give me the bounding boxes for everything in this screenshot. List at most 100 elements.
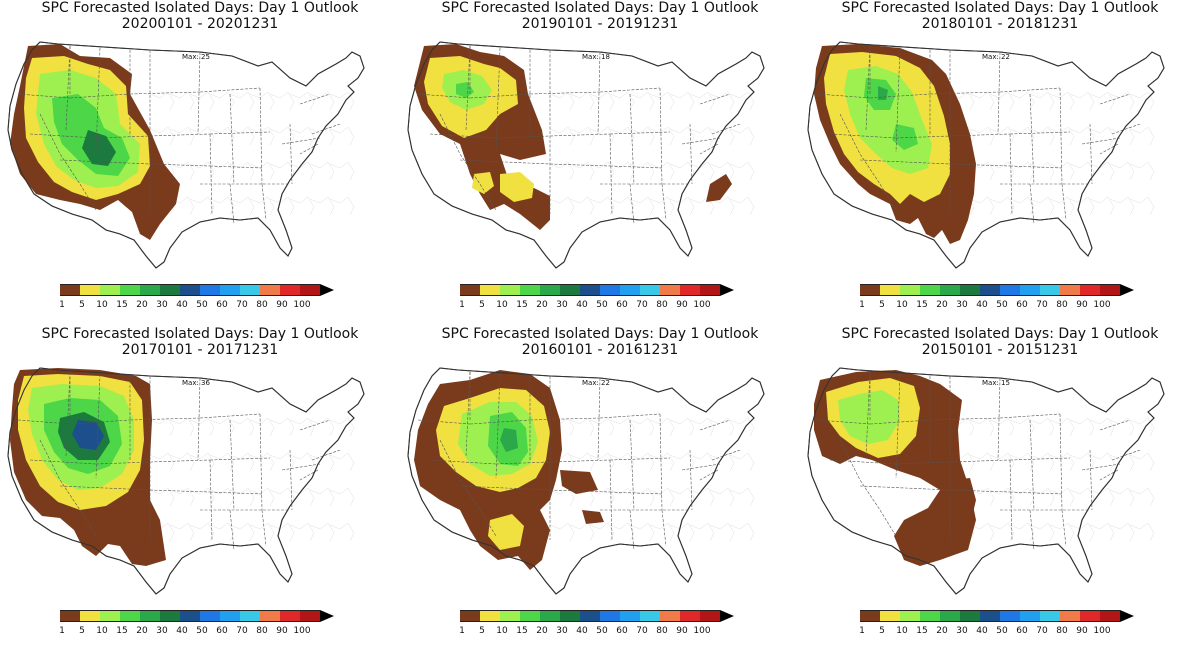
colorbar-segment (1100, 284, 1120, 296)
map-panel-2020: SPC Forecasted Isolated Days: Day 1 Outl… (0, 0, 400, 326)
colorbar-segment (980, 610, 1000, 622)
colorbar-segment (880, 284, 900, 296)
colorbar-tick-label: 70 (236, 300, 248, 310)
colorbar-tick-label: 50 (196, 626, 208, 636)
max-label: Max: 22 (982, 53, 1010, 61)
colorbar-tick-label: 60 (1016, 300, 1028, 310)
colorbar-segment (120, 610, 140, 622)
colorbar-segment (860, 284, 880, 296)
colorbar-segment (100, 284, 120, 296)
colorbar-tick-label: 80 (1056, 626, 1068, 636)
colorbar-segment (680, 284, 700, 296)
colorbar-segment (300, 284, 320, 296)
colorbar-segment (520, 284, 540, 296)
colorbar: 1 5 10 15 20 30 40 50 60 70 80 90 100 (459, 284, 740, 324)
title-line1: SPC Forecasted Isolated Days: Day 1 Outl… (841, 0, 1159, 16)
colorbar-tick-label: 40 (976, 626, 988, 636)
colorbar-tick-label: 40 (976, 300, 988, 310)
panel-title: SPC Forecasted Isolated Days: Day 1 Outl… (400, 0, 800, 32)
colorbar: 1 5 10 15 20 30 40 50 60 70 80 90 100 (59, 610, 340, 650)
colorbar-tick-label: 5 (79, 300, 85, 310)
colorbar-segment (300, 610, 320, 622)
colorbar-tick-label: 90 (1076, 300, 1088, 310)
colorbar-segment (160, 284, 180, 296)
colorbar-segment (240, 610, 260, 622)
colorbar-segment (480, 284, 500, 296)
county-lines (949, 91, 1155, 216)
colorbar-tick-label: 80 (656, 626, 668, 636)
colorbar-tick-label: 1 (459, 300, 465, 310)
colorbar-tick-label: 10 (96, 300, 108, 310)
frequency-area (878, 86, 888, 100)
state-borders (17, 371, 341, 551)
colorbar-tick-label: 20 (936, 300, 948, 310)
colorbar-tick-label: 60 (216, 300, 228, 310)
us-map (807, 41, 1165, 269)
frequency-area (82, 130, 116, 166)
colorbar-segment (180, 610, 200, 622)
colorbar-tick-label: 30 (156, 300, 168, 310)
colorbar-tick-label: 60 (216, 626, 228, 636)
colorbar-tick-label: 100 (293, 626, 311, 636)
title-line1: SPC Forecasted Isolated Days: Day 1 Outl… (41, 326, 359, 342)
colorbar-tick-label: 1 (859, 626, 865, 636)
colorbar-tick-label: 70 (1036, 626, 1048, 636)
frequency-area (892, 124, 918, 150)
colorbar-segment (640, 284, 660, 296)
us-border (407, 367, 765, 595)
us-border (7, 367, 365, 595)
colorbar-segment (100, 610, 120, 622)
colorbar-segment (1080, 610, 1100, 622)
us-map (807, 367, 1165, 595)
colorbar-segment (60, 610, 80, 622)
colorbar-segment (120, 284, 140, 296)
colorbar: 1 5 10 15 20 30 40 50 60 70 80 90 100 (459, 610, 740, 650)
colorbar-segment (620, 284, 640, 296)
colorbar-segment (540, 610, 560, 622)
max-label: Max: 25 (182, 53, 210, 61)
colorbar-tick-label: 100 (1093, 626, 1111, 636)
us-border (407, 41, 765, 269)
colorbar-tick-label: 40 (576, 300, 588, 310)
colorbar-tick-label: 20 (536, 626, 548, 636)
state-borders (417, 371, 741, 551)
frequency-area (948, 478, 976, 540)
frequency-area (500, 428, 518, 452)
colorbar-tick-label: 70 (636, 300, 648, 310)
colorbar-tick-label: 20 (136, 626, 148, 636)
colorbar-segment (620, 610, 640, 622)
colorbar-segment (900, 610, 920, 622)
title-line1: SPC Forecasted Isolated Days: Day 1 Outl… (441, 326, 759, 342)
colorbar-tick-label: 30 (956, 300, 968, 310)
colorbar-segment (560, 610, 580, 622)
frequency-area (582, 510, 604, 524)
colorbar-segment (580, 284, 600, 296)
title-date-range: 20150101 - 20151231 (921, 342, 1079, 358)
colorbar-tick-label: 5 (879, 626, 885, 636)
colorbar-segment (180, 284, 200, 296)
colorbar: 1 5 10 15 20 30 40 50 60 70 80 90 100 (59, 284, 340, 324)
us-border (807, 41, 1165, 269)
title-date-range: 20200101 - 20201231 (121, 16, 279, 32)
us-border (807, 367, 1165, 595)
colorbar-tick-label: 50 (996, 300, 1008, 310)
colorbar-segment (500, 610, 520, 622)
colorbar-tick-label: 20 (536, 300, 548, 310)
frequency-area (838, 390, 900, 444)
colorbar-tick-label: 1 (459, 626, 465, 636)
colorbar-segment (500, 284, 520, 296)
colorbar-tick-label: 80 (256, 626, 268, 636)
colorbar-segment (660, 284, 680, 296)
colorbar-segment (260, 610, 280, 622)
colorbar-segment (700, 610, 720, 622)
colorbar-segment (1020, 284, 1040, 296)
colorbar-segment (480, 610, 500, 622)
colorbar-segment (540, 284, 560, 296)
colorbar-tick-label: 5 (479, 300, 485, 310)
county-lines (549, 91, 755, 216)
colorbar-tick-label: 60 (616, 626, 628, 636)
panel-title: SPC Forecasted Isolated Days: Day 1 Outl… (800, 0, 1200, 32)
title-date-range: 20180101 - 20181231 (921, 16, 1079, 32)
colorbar-segment (140, 284, 160, 296)
map-panel-2018: SPC Forecasted Isolated Days: Day 1 Outl… (800, 0, 1200, 326)
